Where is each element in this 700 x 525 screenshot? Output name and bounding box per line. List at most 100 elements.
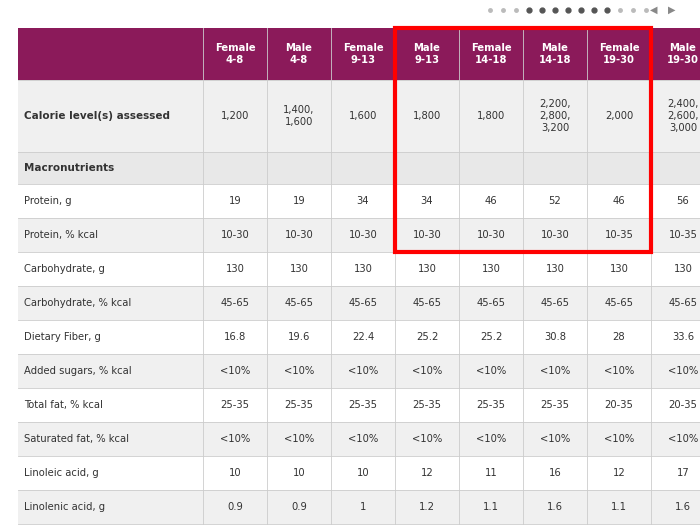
Bar [331, 320, 395, 354]
Bar [651, 354, 700, 388]
Text: 10-30: 10-30 [220, 230, 249, 240]
Bar [395, 80, 459, 152]
Bar [395, 320, 459, 354]
Text: 25-35: 25-35 [477, 400, 505, 410]
Text: Added sugars, % kcal: Added sugars, % kcal [24, 366, 132, 376]
Text: 45-65: 45-65 [477, 298, 505, 308]
Bar [587, 218, 651, 252]
Text: <10%: <10% [348, 434, 378, 444]
Bar [203, 252, 267, 286]
Text: Female
14-18: Female 14-18 [470, 43, 511, 65]
Text: 28: 28 [612, 332, 625, 342]
Text: Female
9-13: Female 9-13 [343, 43, 384, 65]
Bar [587, 320, 651, 354]
Bar [395, 490, 459, 524]
Bar [523, 80, 587, 152]
Bar [523, 456, 587, 490]
Text: 19: 19 [229, 196, 241, 206]
Text: 1.6: 1.6 [547, 502, 563, 512]
Text: <10%: <10% [284, 434, 314, 444]
Bar [203, 388, 267, 422]
Bar [395, 28, 459, 80]
Text: 46: 46 [612, 196, 625, 206]
Bar [18, 80, 203, 152]
Text: 130: 130 [482, 264, 500, 274]
Bar [203, 218, 267, 252]
Bar [587, 388, 651, 422]
Bar [267, 490, 331, 524]
Text: 1.6: 1.6 [675, 502, 691, 512]
Text: Male
19-30: Male 19-30 [667, 43, 699, 65]
Bar [395, 286, 459, 320]
Text: 10: 10 [357, 468, 370, 478]
Bar [395, 456, 459, 490]
Bar [523, 184, 587, 218]
Text: 25.2: 25.2 [480, 332, 502, 342]
Text: 10-30: 10-30 [412, 230, 442, 240]
Text: 1,400,
1,600: 1,400, 1,600 [284, 105, 315, 127]
Text: <10%: <10% [604, 434, 634, 444]
Text: 17: 17 [677, 468, 690, 478]
Bar [587, 456, 651, 490]
Bar [395, 28, 651, 252]
Text: 2,000: 2,000 [605, 111, 633, 121]
Text: 130: 130 [418, 264, 436, 274]
Bar [18, 456, 203, 490]
Text: 22.4: 22.4 [352, 332, 374, 342]
Bar [587, 28, 651, 80]
Bar [459, 80, 523, 152]
Text: 1,200: 1,200 [220, 111, 249, 121]
Text: 25-35: 25-35 [284, 400, 314, 410]
Bar [587, 354, 651, 388]
Text: 45-65: 45-65 [668, 298, 697, 308]
Bar [651, 252, 700, 286]
Text: 10-30: 10-30 [477, 230, 505, 240]
Text: Carbohydrate, g: Carbohydrate, g [24, 264, 105, 274]
Bar [203, 286, 267, 320]
Text: <10%: <10% [412, 366, 442, 376]
Bar [523, 320, 587, 354]
Bar [203, 422, 267, 456]
Bar [18, 286, 203, 320]
Text: 12: 12 [612, 468, 625, 478]
Bar [267, 320, 331, 354]
Text: 1.1: 1.1 [611, 502, 627, 512]
Bar [587, 252, 651, 286]
Text: 10: 10 [293, 468, 305, 478]
Bar [587, 152, 651, 184]
Bar [587, 286, 651, 320]
Bar [18, 28, 203, 80]
Text: 45-65: 45-65 [412, 298, 442, 308]
Bar [267, 388, 331, 422]
Bar [459, 252, 523, 286]
Text: Male
9-13: Male 9-13 [414, 43, 440, 65]
Bar [267, 218, 331, 252]
Text: 19.6: 19.6 [288, 332, 310, 342]
Bar [331, 422, 395, 456]
Bar [651, 184, 700, 218]
Text: <10%: <10% [668, 366, 698, 376]
Text: <10%: <10% [604, 366, 634, 376]
Text: <10%: <10% [220, 366, 250, 376]
Bar [459, 218, 523, 252]
Bar [18, 354, 203, 388]
Bar [203, 184, 267, 218]
Text: 45-65: 45-65 [605, 298, 634, 308]
Bar [267, 456, 331, 490]
Bar [523, 252, 587, 286]
Bar [203, 28, 267, 80]
Text: <10%: <10% [540, 366, 570, 376]
Bar [651, 152, 700, 184]
Text: 1,800: 1,800 [413, 111, 441, 121]
Bar [267, 422, 331, 456]
Bar [331, 354, 395, 388]
Text: 12: 12 [421, 468, 433, 478]
Bar [651, 388, 700, 422]
Bar [587, 80, 651, 152]
Bar [395, 252, 459, 286]
Bar [523, 28, 587, 80]
Text: 16: 16 [549, 468, 561, 478]
Bar [331, 252, 395, 286]
Text: Linolenic acid, g: Linolenic acid, g [24, 502, 105, 512]
Bar [18, 218, 203, 252]
